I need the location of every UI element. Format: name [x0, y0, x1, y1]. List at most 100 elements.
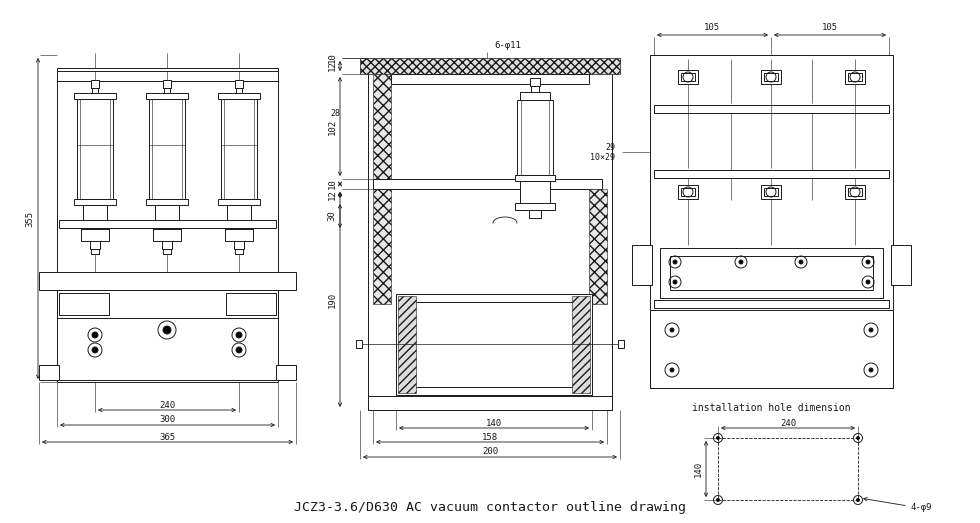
Circle shape — [236, 347, 242, 353]
Circle shape — [92, 347, 98, 353]
Bar — [221, 99, 257, 199]
Text: 10: 10 — [327, 179, 336, 189]
Bar — [276, 365, 296, 380]
Bar — [654, 300, 889, 308]
Circle shape — [716, 498, 719, 502]
Circle shape — [866, 280, 870, 284]
Bar — [356, 340, 362, 348]
Bar — [761, 185, 781, 199]
Bar — [678, 70, 698, 84]
Text: 200: 200 — [482, 448, 498, 457]
Bar — [218, 93, 260, 99]
Circle shape — [857, 498, 859, 502]
Bar — [234, 241, 244, 249]
Circle shape — [673, 260, 677, 264]
Bar — [670, 256, 873, 290]
Circle shape — [857, 437, 859, 439]
Bar — [845, 185, 865, 199]
Text: 12: 12 — [327, 61, 336, 71]
Text: JCZ3-3.6/D630 AC vacuum contactor outline drawing: JCZ3-3.6/D630 AC vacuum contactor outlin… — [294, 502, 686, 515]
Bar — [146, 199, 188, 205]
Bar — [404, 302, 584, 387]
Bar — [162, 241, 172, 249]
Bar — [515, 203, 555, 210]
Bar — [83, 205, 107, 223]
Bar — [91, 249, 99, 254]
Bar — [396, 294, 592, 395]
Bar — [57, 71, 278, 81]
Circle shape — [673, 280, 677, 284]
Bar — [236, 88, 242, 93]
Bar — [848, 188, 862, 196]
Bar — [618, 340, 624, 348]
Bar — [681, 188, 695, 196]
Text: 6-φ11: 6-φ11 — [495, 40, 521, 50]
Text: 365: 365 — [160, 433, 175, 441]
Bar — [764, 188, 778, 196]
Bar — [660, 248, 883, 298]
Circle shape — [716, 437, 719, 439]
Text: installation hole dimension: installation hole dimension — [692, 403, 851, 413]
Bar — [218, 199, 260, 205]
Bar — [531, 86, 539, 92]
Bar — [74, 199, 116, 205]
Bar — [373, 179, 602, 189]
Text: 105: 105 — [704, 22, 720, 31]
Text: 240: 240 — [159, 401, 175, 410]
Bar — [59, 293, 109, 315]
Bar — [226, 293, 276, 315]
Bar — [153, 229, 181, 241]
Bar — [81, 229, 109, 241]
Circle shape — [236, 332, 242, 338]
Bar — [517, 100, 553, 175]
Bar — [650, 310, 893, 388]
Text: 102: 102 — [327, 118, 336, 134]
Bar — [81, 223, 109, 229]
Bar — [155, 205, 179, 223]
Bar — [92, 88, 98, 93]
Bar — [235, 80, 243, 88]
Bar — [761, 70, 781, 84]
Bar — [678, 185, 698, 199]
Bar — [235, 249, 243, 254]
Bar — [373, 74, 391, 304]
Bar — [650, 55, 893, 388]
Bar — [59, 220, 276, 228]
Bar — [149, 99, 185, 199]
Circle shape — [869, 368, 873, 372]
Text: 355: 355 — [25, 210, 34, 226]
Bar — [391, 74, 589, 84]
Bar — [39, 272, 296, 290]
Text: 140: 140 — [486, 418, 502, 427]
Bar — [153, 223, 181, 229]
Bar — [520, 181, 550, 203]
Bar — [57, 290, 278, 380]
Bar — [225, 223, 253, 229]
Bar — [368, 396, 612, 410]
Bar — [164, 88, 170, 93]
Bar — [572, 296, 590, 393]
Bar — [654, 170, 889, 178]
Bar — [74, 93, 116, 99]
Text: 28: 28 — [330, 109, 340, 119]
Text: 10×29: 10×29 — [590, 153, 615, 163]
Circle shape — [799, 260, 803, 264]
Text: 12: 12 — [327, 190, 336, 200]
Text: 140: 140 — [694, 461, 703, 477]
Bar — [39, 365, 59, 380]
Circle shape — [670, 368, 674, 372]
Bar — [163, 80, 171, 88]
Text: 300: 300 — [160, 415, 175, 425]
Bar — [91, 80, 99, 88]
Text: 190: 190 — [327, 291, 336, 308]
Bar — [764, 73, 778, 81]
Text: 158: 158 — [482, 433, 498, 441]
Circle shape — [866, 260, 870, 264]
Bar — [891, 245, 911, 285]
Bar — [146, 93, 188, 99]
Bar — [77, 99, 113, 199]
Bar — [360, 58, 620, 74]
Bar — [398, 296, 416, 393]
Bar — [515, 175, 555, 181]
Bar — [681, 73, 695, 81]
